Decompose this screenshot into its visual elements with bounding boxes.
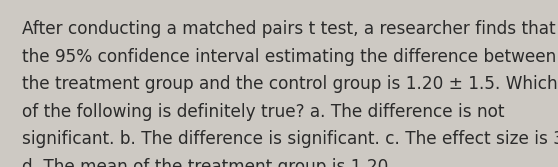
Text: After conducting a matched pairs t test, a researcher finds that
the 95% confide: After conducting a matched pairs t test,… bbox=[22, 20, 558, 167]
